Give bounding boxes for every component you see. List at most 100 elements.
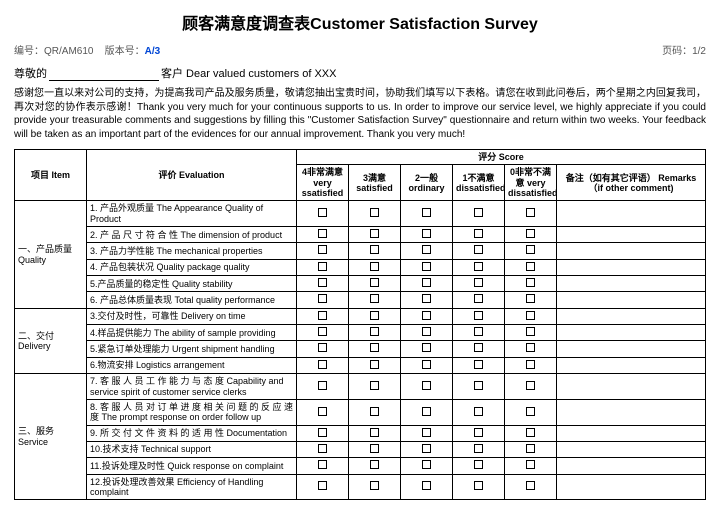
score-checkbox[interactable] bbox=[370, 245, 379, 254]
score-checkbox[interactable] bbox=[474, 327, 483, 336]
score-checkbox[interactable] bbox=[526, 428, 535, 437]
score-checkbox[interactable] bbox=[474, 428, 483, 437]
score-cell bbox=[297, 292, 349, 308]
score-checkbox[interactable] bbox=[370, 460, 379, 469]
score-checkbox[interactable] bbox=[370, 229, 379, 238]
score-checkbox[interactable] bbox=[370, 294, 379, 303]
score-checkbox[interactable] bbox=[422, 428, 431, 437]
remarks-cell[interactable] bbox=[557, 374, 706, 400]
score-checkbox[interactable] bbox=[318, 278, 327, 287]
score-checkbox[interactable] bbox=[422, 360, 431, 369]
score-checkbox[interactable] bbox=[422, 381, 431, 390]
score-checkbox[interactable] bbox=[526, 311, 535, 320]
score-checkbox[interactable] bbox=[318, 294, 327, 303]
score-checkbox[interactable] bbox=[526, 262, 535, 271]
score-checkbox[interactable] bbox=[370, 407, 379, 416]
score-checkbox[interactable] bbox=[318, 360, 327, 369]
score-checkbox[interactable] bbox=[474, 407, 483, 416]
score-checkbox[interactable] bbox=[526, 278, 535, 287]
score-checkbox[interactable] bbox=[474, 311, 483, 320]
score-checkbox[interactable] bbox=[370, 278, 379, 287]
score-checkbox[interactable] bbox=[370, 343, 379, 352]
score-checkbox[interactable] bbox=[422, 327, 431, 336]
score-checkbox[interactable] bbox=[474, 245, 483, 254]
score-checkbox[interactable] bbox=[526, 327, 535, 336]
remarks-cell[interactable] bbox=[557, 325, 706, 341]
remarks-cell[interactable] bbox=[557, 357, 706, 373]
score-checkbox[interactable] bbox=[474, 278, 483, 287]
remarks-cell[interactable] bbox=[557, 474, 706, 500]
score-checkbox[interactable] bbox=[474, 460, 483, 469]
score-checkbox[interactable] bbox=[474, 262, 483, 271]
remarks-cell[interactable] bbox=[557, 259, 706, 275]
score-checkbox[interactable] bbox=[526, 360, 535, 369]
score-checkbox[interactable] bbox=[370, 360, 379, 369]
score-checkbox[interactable] bbox=[422, 294, 431, 303]
score-checkbox[interactable] bbox=[474, 360, 483, 369]
score-checkbox[interactable] bbox=[526, 481, 535, 490]
score-checkbox[interactable] bbox=[422, 229, 431, 238]
remarks-cell[interactable] bbox=[557, 276, 706, 292]
customer-blank[interactable] bbox=[49, 69, 159, 81]
score-checkbox[interactable] bbox=[526, 343, 535, 352]
score-checkbox[interactable] bbox=[318, 262, 327, 271]
score-checkbox[interactable] bbox=[526, 407, 535, 416]
score-checkbox[interactable] bbox=[318, 460, 327, 469]
remarks-cell[interactable] bbox=[557, 292, 706, 308]
score-checkbox[interactable] bbox=[474, 381, 483, 390]
score-checkbox[interactable] bbox=[318, 229, 327, 238]
score-checkbox[interactable] bbox=[318, 311, 327, 320]
score-checkbox[interactable] bbox=[370, 381, 379, 390]
remarks-cell[interactable] bbox=[557, 441, 706, 457]
score-checkbox[interactable] bbox=[318, 481, 327, 490]
score-checkbox[interactable] bbox=[474, 444, 483, 453]
score-checkbox[interactable] bbox=[318, 407, 327, 416]
score-checkbox[interactable] bbox=[422, 343, 431, 352]
score-checkbox[interactable] bbox=[370, 311, 379, 320]
remarks-cell[interactable] bbox=[557, 399, 706, 425]
page-label: 页码： bbox=[662, 46, 692, 57]
score-checkbox[interactable] bbox=[422, 481, 431, 490]
remarks-cell[interactable] bbox=[557, 341, 706, 357]
score-checkbox[interactable] bbox=[370, 262, 379, 271]
score-checkbox[interactable] bbox=[526, 460, 535, 469]
score-checkbox[interactable] bbox=[422, 208, 431, 217]
score-checkbox[interactable] bbox=[422, 407, 431, 416]
score-checkbox[interactable] bbox=[526, 294, 535, 303]
score-checkbox[interactable] bbox=[370, 327, 379, 336]
score-checkbox[interactable] bbox=[370, 428, 379, 437]
score-checkbox[interactable] bbox=[526, 208, 535, 217]
score-checkbox[interactable] bbox=[422, 311, 431, 320]
score-checkbox[interactable] bbox=[318, 381, 327, 390]
remarks-cell[interactable] bbox=[557, 308, 706, 324]
score-checkbox[interactable] bbox=[422, 278, 431, 287]
score-checkbox[interactable] bbox=[370, 208, 379, 217]
score-checkbox[interactable] bbox=[370, 481, 379, 490]
remarks-cell[interactable] bbox=[557, 201, 706, 227]
score-checkbox[interactable] bbox=[474, 481, 483, 490]
score-checkbox[interactable] bbox=[318, 343, 327, 352]
score-checkbox[interactable] bbox=[474, 343, 483, 352]
remarks-cell[interactable] bbox=[557, 243, 706, 259]
score-cell bbox=[349, 458, 401, 474]
score-checkbox[interactable] bbox=[526, 444, 535, 453]
score-checkbox[interactable] bbox=[422, 444, 431, 453]
score-checkbox[interactable] bbox=[474, 208, 483, 217]
score-checkbox[interactable] bbox=[422, 245, 431, 254]
score-checkbox[interactable] bbox=[422, 460, 431, 469]
score-checkbox[interactable] bbox=[370, 444, 379, 453]
score-checkbox[interactable] bbox=[318, 444, 327, 453]
score-checkbox[interactable] bbox=[318, 428, 327, 437]
score-checkbox[interactable] bbox=[318, 327, 327, 336]
score-checkbox[interactable] bbox=[526, 381, 535, 390]
score-checkbox[interactable] bbox=[526, 229, 535, 238]
score-checkbox[interactable] bbox=[318, 245, 327, 254]
remarks-cell[interactable] bbox=[557, 425, 706, 441]
score-checkbox[interactable] bbox=[422, 262, 431, 271]
remarks-cell[interactable] bbox=[557, 458, 706, 474]
score-checkbox[interactable] bbox=[526, 245, 535, 254]
score-checkbox[interactable] bbox=[474, 229, 483, 238]
score-checkbox[interactable] bbox=[474, 294, 483, 303]
score-checkbox[interactable] bbox=[318, 208, 327, 217]
remarks-cell[interactable] bbox=[557, 227, 706, 243]
